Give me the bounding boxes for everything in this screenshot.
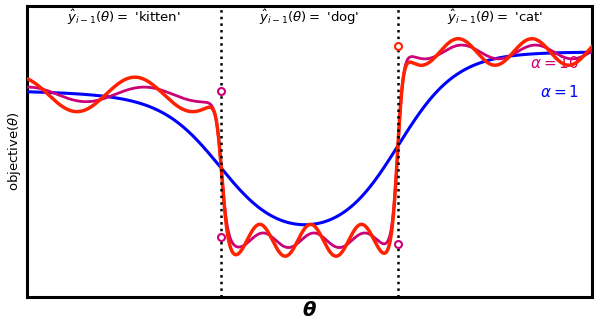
Text: $\alpha = 10$: $\alpha = 10$ [530,54,579,70]
Text: $\hat{y}_{i-1}(\theta) = $ 'kitten': $\hat{y}_{i-1}(\theta) = $ 'kitten' [67,8,181,27]
Text: $\alpha = 1$: $\alpha = 1$ [540,84,579,100]
X-axis label: $\boldsymbol{\theta}$: $\boldsymbol{\theta}$ [302,302,317,320]
Text: $\hat{y}_{i-1}(\theta) = $ 'cat': $\hat{y}_{i-1}(\theta) = $ 'cat' [447,8,543,27]
Y-axis label: objective$(\theta)$: objective$(\theta)$ [5,111,23,191]
Text: $\hat{y}_{i-1}(\theta) = $ 'dog': $\hat{y}_{i-1}(\theta) = $ 'dog' [260,8,360,27]
